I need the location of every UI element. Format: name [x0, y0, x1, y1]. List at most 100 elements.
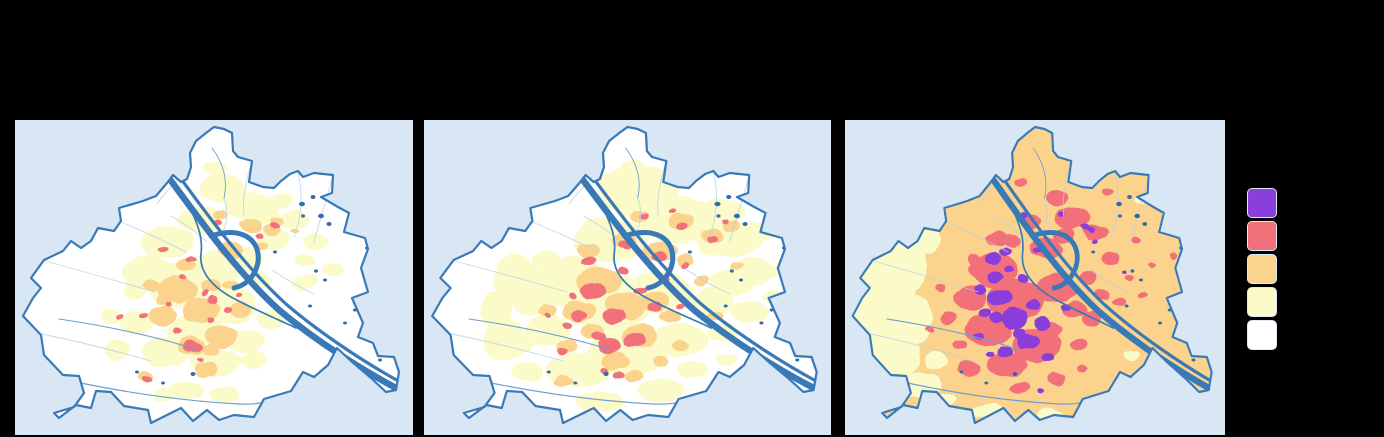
- city-boundary-outline: [851, 125, 1213, 425]
- patch-high: [208, 296, 218, 304]
- patch-high: [186, 257, 198, 263]
- danube-new: [587, 170, 817, 385]
- patch-high: [668, 208, 677, 214]
- patch-highest: [987, 271, 1003, 283]
- legend-swatch-highest: [1247, 188, 1277, 218]
- pond: [759, 321, 764, 325]
- patch-high: [957, 360, 981, 376]
- patch-medium: [667, 213, 694, 229]
- patch-medium: [625, 371, 644, 381]
- patch-high: [563, 323, 573, 329]
- danube-main: [578, 174, 817, 393]
- patch-low: [511, 363, 545, 381]
- patch-medium: [230, 303, 252, 317]
- patch-high: [174, 327, 182, 333]
- patch-high: [138, 312, 148, 318]
- vienna-map-svg: [424, 120, 831, 435]
- patch-high: [179, 275, 187, 281]
- patch-highest: [1017, 273, 1030, 283]
- pond: [714, 201, 721, 207]
- patch-highest: [1001, 308, 1029, 328]
- danube-canal: [601, 205, 713, 329]
- patch-medium: [660, 309, 681, 323]
- patch-high: [270, 222, 280, 228]
- patch-medium: [194, 363, 218, 377]
- patch-high: [1009, 382, 1029, 394]
- patch-low: [104, 341, 130, 359]
- patch-medium: [240, 219, 262, 233]
- patch-low: [269, 194, 293, 208]
- legend: [1247, 188, 1277, 350]
- pond: [323, 278, 327, 282]
- patch-high: [158, 247, 168, 253]
- danube-main: [988, 174, 1212, 393]
- district-boundary-lines: [870, 160, 1150, 362]
- patch-high: [569, 293, 578, 299]
- patch-low: [924, 351, 948, 369]
- patch-high: [1124, 274, 1135, 282]
- patch-medium: [205, 325, 237, 347]
- patch-low: [303, 234, 327, 250]
- patch-high: [681, 263, 691, 269]
- pond: [1124, 304, 1129, 308]
- patch-high: [1070, 339, 1088, 351]
- patch-highest: [1032, 248, 1042, 254]
- patch-high: [142, 374, 154, 382]
- patch-highest: [985, 352, 995, 358]
- pond: [742, 222, 748, 226]
- patch-highest: [1087, 226, 1096, 232]
- patch-low: [689, 288, 735, 316]
- patch-medium: [148, 306, 176, 326]
- patch-high: [619, 267, 630, 275]
- pond: [1142, 222, 1148, 226]
- pond: [378, 358, 382, 362]
- patch-medium: [651, 356, 670, 366]
- patch-low: [141, 226, 193, 258]
- map-panel-left: [15, 120, 413, 435]
- patch-medium: [538, 305, 557, 317]
- pond: [733, 213, 740, 219]
- map-panel-right: [845, 120, 1225, 435]
- patch-low: [295, 254, 315, 266]
- danube-canal: [1010, 205, 1115, 329]
- patch-high: [723, 218, 731, 224]
- patch-highest: [989, 313, 1003, 323]
- wien-river: [468, 318, 609, 350]
- patch-low: [292, 274, 318, 290]
- water-features: [468, 147, 817, 405]
- pond: [273, 250, 277, 254]
- patch-low: [1122, 349, 1141, 359]
- pond: [795, 358, 800, 362]
- pond: [299, 201, 305, 207]
- water-features: [886, 147, 1212, 405]
- patch-high: [676, 303, 685, 309]
- pond: [1091, 250, 1096, 254]
- patch-high: [223, 307, 233, 313]
- patch-high: [934, 284, 947, 292]
- patch-highest: [1120, 270, 1127, 274]
- patch-high: [968, 253, 1018, 287]
- patch-high: [254, 233, 262, 239]
- patch-high: [1170, 252, 1179, 258]
- patch-highest: [978, 307, 993, 317]
- choropleth-patches: [852, 177, 1179, 423]
- patch-low: [203, 161, 227, 175]
- pond: [573, 381, 578, 385]
- patch-high: [674, 222, 687, 230]
- pond: [308, 304, 312, 308]
- patch-low: [210, 387, 240, 401]
- patch-high: [1014, 177, 1029, 187]
- patch-high: [570, 311, 587, 321]
- patch-high: [1100, 251, 1120, 265]
- district-boundary-lines: [451, 160, 750, 362]
- patch-high: [1101, 188, 1114, 196]
- legend-swatch-low: [1247, 287, 1277, 317]
- patch-highest: [1026, 299, 1042, 311]
- patch-high: [987, 353, 1028, 377]
- pond: [716, 214, 721, 218]
- pond: [161, 381, 165, 385]
- patch-highest: [1058, 211, 1066, 217]
- patch-high: [640, 213, 650, 219]
- patch-low: [322, 263, 344, 277]
